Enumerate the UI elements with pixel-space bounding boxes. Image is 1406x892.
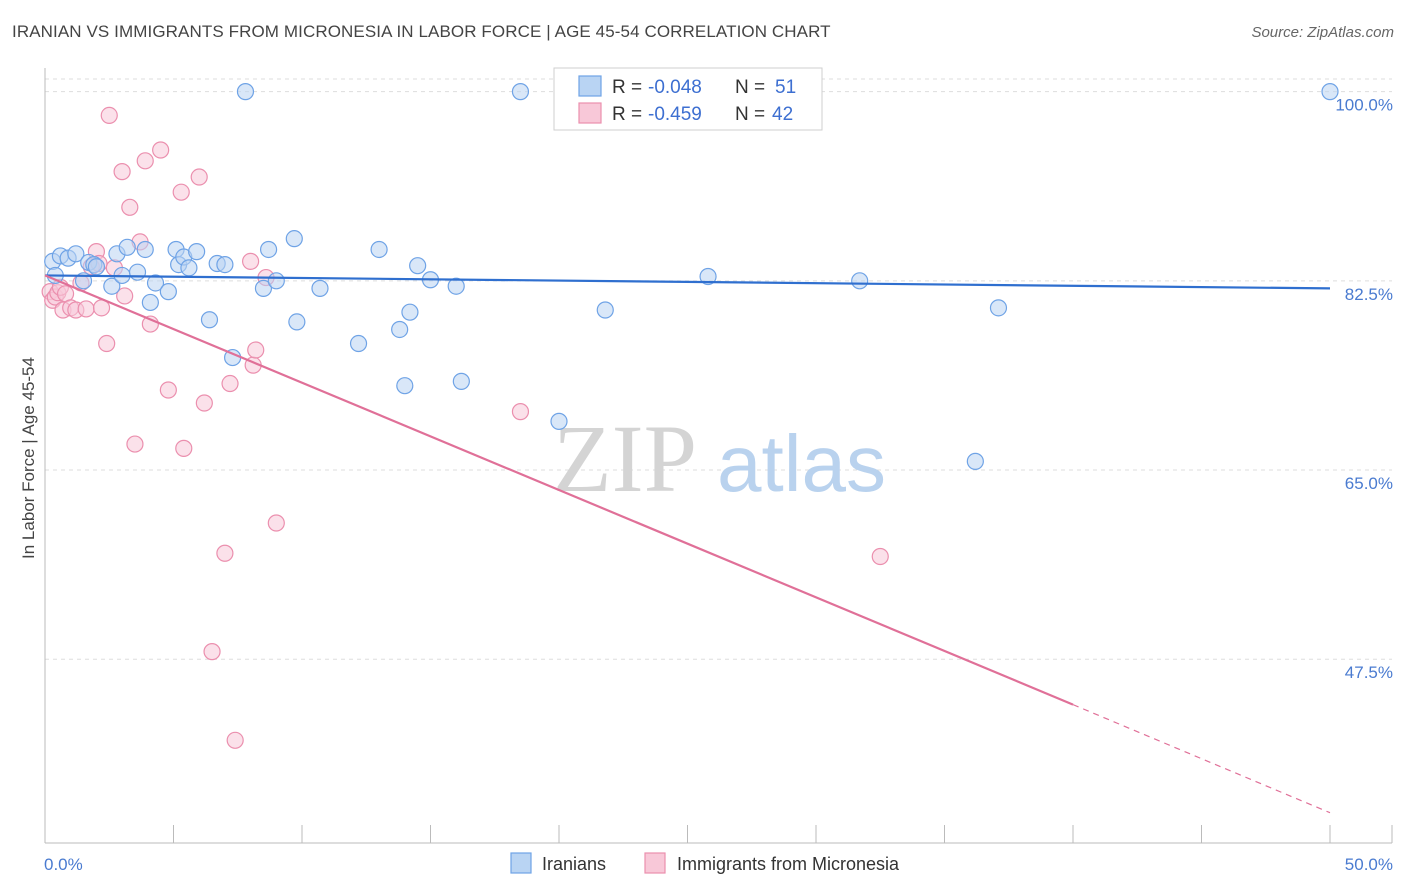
iranians-point — [128, 263, 147, 281]
micronesia-point — [116, 287, 134, 305]
axes — [44, 68, 1393, 844]
micronesia-point — [136, 152, 154, 170]
iranians-points — [44, 83, 1339, 470]
micronesia-point — [121, 198, 139, 216]
correlation-legend: R = -0.048 N = 51 R = -0.459 N = 42 — [553, 67, 823, 131]
bottom-legend-label-micronesia: Immigrants from Micronesia — [677, 854, 900, 874]
micronesia-point — [242, 252, 260, 270]
iranians-point — [87, 258, 106, 276]
chart-title: IRANIAN VS IMMIGRANTS FROM MICRONESIA IN… — [12, 22, 831, 41]
y-tick-label: 82.5% — [1345, 285, 1393, 304]
iranians-point — [1321, 83, 1339, 101]
y-tick-label: 47.5% — [1345, 663, 1393, 682]
micronesia-point — [195, 394, 213, 412]
legend-r-value-2: -0.459 — [648, 104, 702, 125]
legend-n-label-1: N = — [735, 77, 765, 98]
micronesia-trend-extension — [1072, 704, 1331, 814]
micronesia-point — [126, 435, 144, 453]
micronesia-point — [226, 731, 244, 749]
x-tick-label: 50.0% — [1345, 855, 1393, 874]
iranians-point — [851, 272, 869, 290]
chart-source: Source: ZipAtlas.com — [1251, 24, 1394, 41]
iranians-point — [596, 301, 614, 319]
iranians-point — [550, 412, 568, 430]
legend-n-value-1: 51 — [775, 77, 796, 98]
iranians-point — [267, 272, 285, 290]
legend-swatch-micronesia — [578, 102, 602, 124]
micronesia-point — [221, 374, 239, 393]
iranians-point — [396, 377, 414, 395]
x-tick-labels: 0.0% 50.0% — [44, 855, 1393, 874]
legend-r-label-2: R = — [612, 104, 642, 125]
iranians-point — [391, 320, 409, 339]
micronesia-point — [871, 547, 889, 566]
iranians-point — [118, 238, 136, 256]
iranians-point — [370, 240, 388, 259]
legend-r-label-1: R = — [612, 77, 642, 98]
micronesia-point — [77, 300, 95, 318]
iranians-point — [254, 279, 273, 297]
legend-r-value-1: -0.048 — [648, 77, 702, 98]
iranians-point — [67, 245, 85, 263]
iranians-point — [285, 230, 303, 248]
iranians-point — [409, 257, 427, 275]
iranians-point — [216, 256, 234, 274]
iranians-point — [136, 240, 154, 259]
trend-lines — [44, 274, 1331, 814]
legend-swatch-iranians — [578, 75, 602, 97]
iranians-point — [146, 274, 165, 292]
watermark: ZIP atlas — [553, 405, 886, 512]
y-tick-label: 100.0% — [1335, 96, 1393, 115]
bottom-legend-swatch-micronesia — [644, 852, 666, 874]
bottom-legend: Iranians Immigrants from Micronesia — [510, 852, 900, 874]
legend-n-label-2: N = — [735, 104, 765, 125]
micronesia-point — [175, 439, 193, 457]
iranians-point — [200, 311, 219, 329]
micronesia-points — [41, 106, 889, 749]
legend-n-value-2: 42 — [772, 104, 793, 125]
iranians-trend-line — [44, 274, 1331, 290]
iranians-point — [349, 334, 368, 353]
y-axis-title: In Labor Force | Age 45-54 — [19, 357, 38, 559]
iranians-point — [141, 293, 159, 312]
iranians-point — [401, 303, 419, 321]
micronesia-point — [247, 341, 265, 359]
iranians-point — [103, 277, 121, 295]
iranians-point — [452, 372, 470, 390]
micronesia-point — [203, 643, 221, 661]
micronesia-point — [152, 141, 170, 159]
y-tick-labels: 47.5% 65.0% 82.5% 100.0% — [1335, 96, 1393, 683]
micronesia-point — [172, 183, 190, 201]
bottom-legend-swatch-iranians — [510, 852, 532, 874]
bottom-legend-label-iranians: Iranians — [542, 854, 606, 874]
iranians-point — [288, 313, 306, 331]
iranians-point — [236, 83, 255, 101]
iranians-point — [989, 299, 1008, 317]
y-tick-label: 65.0% — [1345, 474, 1393, 493]
micronesia-point — [113, 163, 131, 181]
micronesia-point — [98, 334, 116, 353]
micronesia-point — [511, 403, 530, 421]
iranians-point — [311, 279, 329, 297]
micronesia-point — [216, 544, 234, 562]
iranians-point — [159, 283, 177, 301]
micronesia-point — [190, 168, 208, 186]
micronesia-point — [267, 514, 285, 532]
iranians-point — [966, 452, 984, 470]
micronesia-point — [159, 381, 177, 399]
iranians-point — [447, 277, 465, 295]
watermark-atlas: atlas — [717, 419, 886, 508]
iranians-point — [699, 267, 717, 286]
x-tick-label: 0.0% — [44, 855, 83, 874]
watermark-zip: ZIP — [553, 405, 697, 512]
iranians-point — [259, 240, 278, 259]
iranians-point — [188, 243, 206, 261]
iranians-point — [180, 259, 198, 277]
micronesia-point — [100, 106, 118, 125]
micronesia-trend-line — [44, 274, 1074, 706]
iranians-point — [511, 83, 530, 101]
